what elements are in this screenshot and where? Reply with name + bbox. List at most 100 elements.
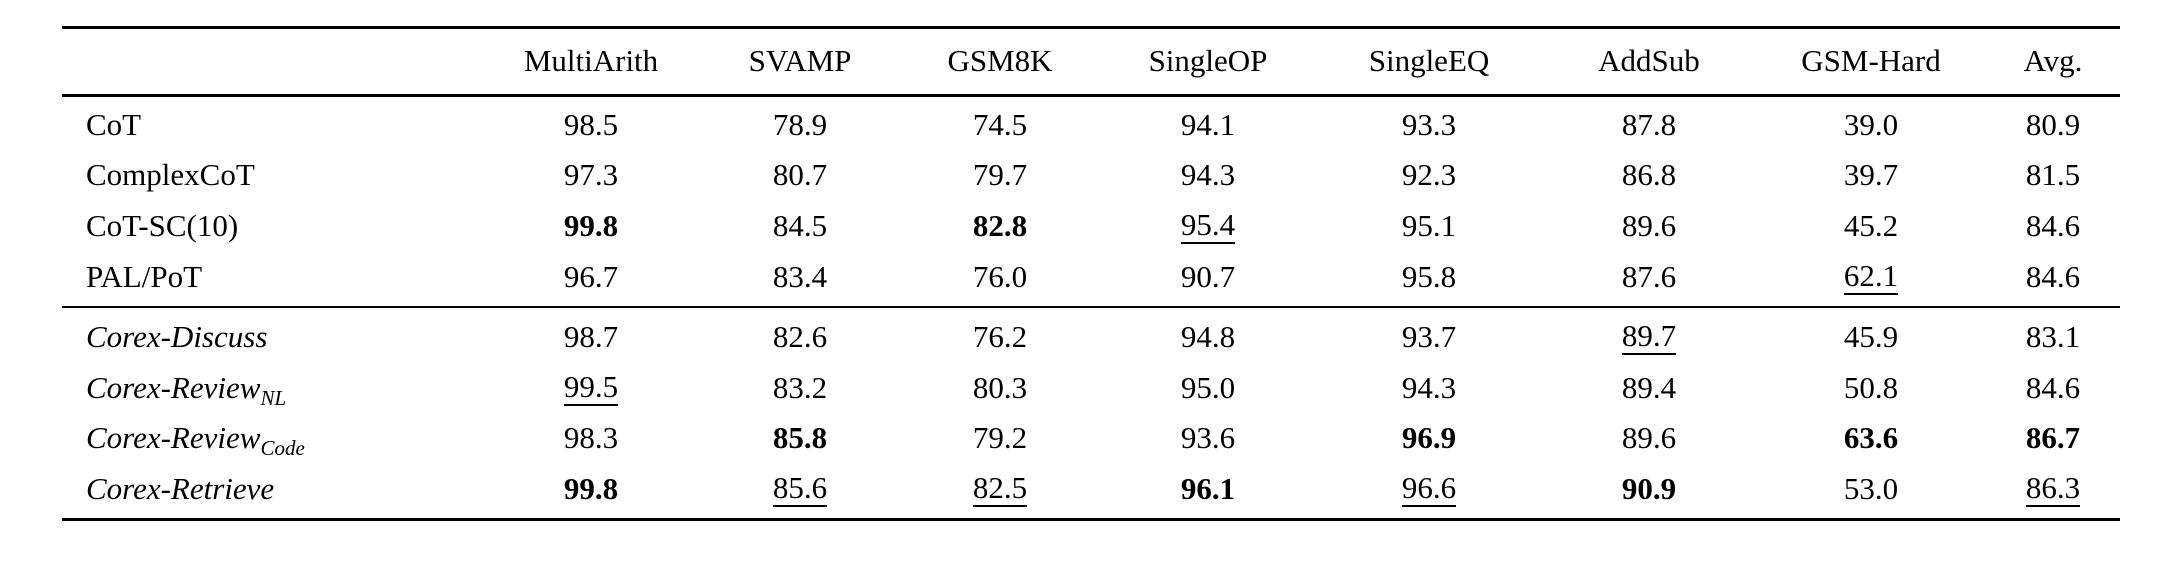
- score-cell: 82.8: [900, 200, 1100, 251]
- table-row: Corex-Retrieve 99.8 85.6 82.5 96.1 96.6 90.9 53…: [62, 463, 2120, 520]
- score-value: 90.7: [1180, 258, 1236, 294]
- score-cell: 39.7: [1756, 150, 1986, 200]
- row-label-subscript: Code: [260, 436, 305, 461]
- table-row: CoT 98.5 78.9 74.5 94.1 93.3 87.8 39.0 80.9: [62, 96, 2120, 151]
- score-cell: 93.6: [1100, 413, 1316, 463]
- score-value: 39.0: [1843, 107, 1899, 142]
- score-cell: 93.3: [1316, 96, 1542, 151]
- score-value: 94.8: [1180, 318, 1236, 354]
- score-value: 94.3: [1180, 157, 1236, 192]
- score-cell: 98.7: [482, 307, 700, 362]
- score-value: 84.6: [2025, 369, 2081, 405]
- score-value: 39.7: [1843, 157, 1899, 192]
- score-value: 83.4: [772, 258, 828, 294]
- score-value: 96.6: [1401, 470, 1457, 507]
- score-cell: 96.6: [1316, 463, 1542, 520]
- score-cell: 83.4: [700, 251, 900, 307]
- score-cell: 99.5: [482, 362, 700, 413]
- table-row: Corex-Discuss 98.7 82.6 76.2 94.8 93.7 89.7 45.…: [62, 307, 2120, 362]
- score-value: 87.6: [1621, 258, 1677, 294]
- header-cell-gsm8k: GSM8K: [947, 43, 1053, 78]
- score-value: 76.2: [972, 318, 1028, 354]
- score-cell: 50.8: [1756, 362, 1986, 413]
- score-cell: 84.6: [1986, 362, 2120, 413]
- corex-methods-group: Corex-Discuss 98.7 82.6 76.2 94.8 93.7 89.7 45.…: [62, 307, 2120, 520]
- score-cell: 89.4: [1542, 362, 1756, 413]
- score-cell: 89.7: [1542, 307, 1756, 362]
- row-label: Corex-Discuss: [86, 318, 268, 354]
- header-cell-addsub: AddSub: [1598, 43, 1700, 78]
- score-cell: 89.6: [1542, 413, 1756, 463]
- score-value: 95.8: [1401, 258, 1457, 294]
- score-value: 45.2: [1843, 207, 1899, 243]
- score-value: 53.0: [1843, 470, 1899, 506]
- score-cell: 76.2: [900, 307, 1100, 362]
- score-value: 98.7: [563, 318, 619, 354]
- score-value: 78.9: [772, 107, 828, 142]
- score-value: 62.1: [1843, 258, 1899, 295]
- score-value: 74.5: [972, 107, 1028, 142]
- score-value: 82.8: [972, 207, 1028, 243]
- score-value: 79.7: [972, 157, 1028, 192]
- score-cell: 99.8: [482, 463, 700, 520]
- score-value: 89.7: [1621, 318, 1677, 355]
- score-value: 99.8: [563, 470, 619, 506]
- score-cell: 79.2: [900, 413, 1100, 463]
- header-cell-singleop: SingleOP: [1148, 43, 1268, 78]
- score-value: 95.4: [1180, 207, 1236, 244]
- score-cell: 87.8: [1542, 96, 1756, 151]
- score-cell: 84.6: [1986, 200, 2120, 251]
- score-cell: 80.3: [900, 362, 1100, 413]
- score-cell: 84.5: [700, 200, 900, 251]
- score-value: 80.3: [972, 369, 1028, 405]
- score-cell: 85.8: [700, 413, 900, 463]
- score-value: 94.3: [1401, 369, 1457, 405]
- score-cell: 95.8: [1316, 251, 1542, 307]
- score-value: 79.2: [972, 420, 1028, 455]
- score-value: 94.1: [1180, 107, 1236, 142]
- score-cell: 94.1: [1100, 96, 1316, 151]
- score-cell: 78.9: [700, 96, 900, 151]
- score-value: 80.9: [2025, 107, 2081, 142]
- header-cell-multiarith: MultiArith: [523, 43, 659, 78]
- score-value: 84.5: [772, 207, 828, 243]
- score-value: 99.8: [563, 207, 619, 243]
- row-label: ComplexCoT: [86, 157, 255, 192]
- score-cell: 94.8: [1100, 307, 1316, 362]
- score-value: 50.8: [1843, 369, 1899, 405]
- score-cell: 62.1: [1756, 251, 1986, 307]
- score-value: 83.1: [2025, 318, 2081, 354]
- score-value: 84.6: [2025, 207, 2081, 243]
- score-value: 80.7: [772, 157, 828, 192]
- score-cell: 53.0: [1756, 463, 1986, 520]
- score-value: 97.3: [563, 157, 619, 192]
- score-value: 85.8: [772, 420, 828, 455]
- header-cell-gsmhard: GSM-Hard: [1801, 43, 1941, 78]
- score-cell: 90.7: [1100, 251, 1316, 307]
- score-cell: 74.5: [900, 96, 1100, 151]
- score-cell: 63.6: [1756, 413, 1986, 463]
- table-row: Corex-ReviewCode 98.3 85.8 79.2 93.6 96.9 89.6…: [62, 413, 2120, 463]
- baseline-methods-group: CoT 98.5 78.9 74.5 94.1 93.3 87.8 39.0 80.9 Compl…: [62, 96, 2120, 308]
- header-row: MultiArith SVAMP GSM8K SingleOP SingleEQ…: [62, 28, 2120, 96]
- table-row: ComplexCoT 97.3 80.7 79.7 94.3 92.3 86.8 39.7 81…: [62, 150, 2120, 200]
- score-cell: 83.1: [1986, 307, 2120, 362]
- score-value: 96.1: [1180, 470, 1236, 506]
- score-value: 99.5: [563, 369, 619, 406]
- row-label: Corex-ReviewNL: [86, 369, 287, 410]
- score-value: 82.5: [972, 470, 1028, 507]
- score-value: 87.8: [1621, 107, 1677, 142]
- score-cell: 92.3: [1316, 150, 1542, 200]
- score-cell: 80.7: [700, 150, 900, 200]
- row-label: CoT-SC(10): [86, 207, 239, 243]
- score-value: 96.7: [563, 258, 619, 294]
- score-value: 98.3: [563, 420, 619, 455]
- score-value: 45.9: [1843, 318, 1899, 354]
- score-cell: 45.2: [1756, 200, 1986, 251]
- score-cell: 97.3: [482, 150, 700, 200]
- score-cell: 99.8: [482, 200, 700, 251]
- score-cell: 79.7: [900, 150, 1100, 200]
- score-cell: 98.3: [482, 413, 700, 463]
- row-label-subscript: NL: [260, 385, 287, 410]
